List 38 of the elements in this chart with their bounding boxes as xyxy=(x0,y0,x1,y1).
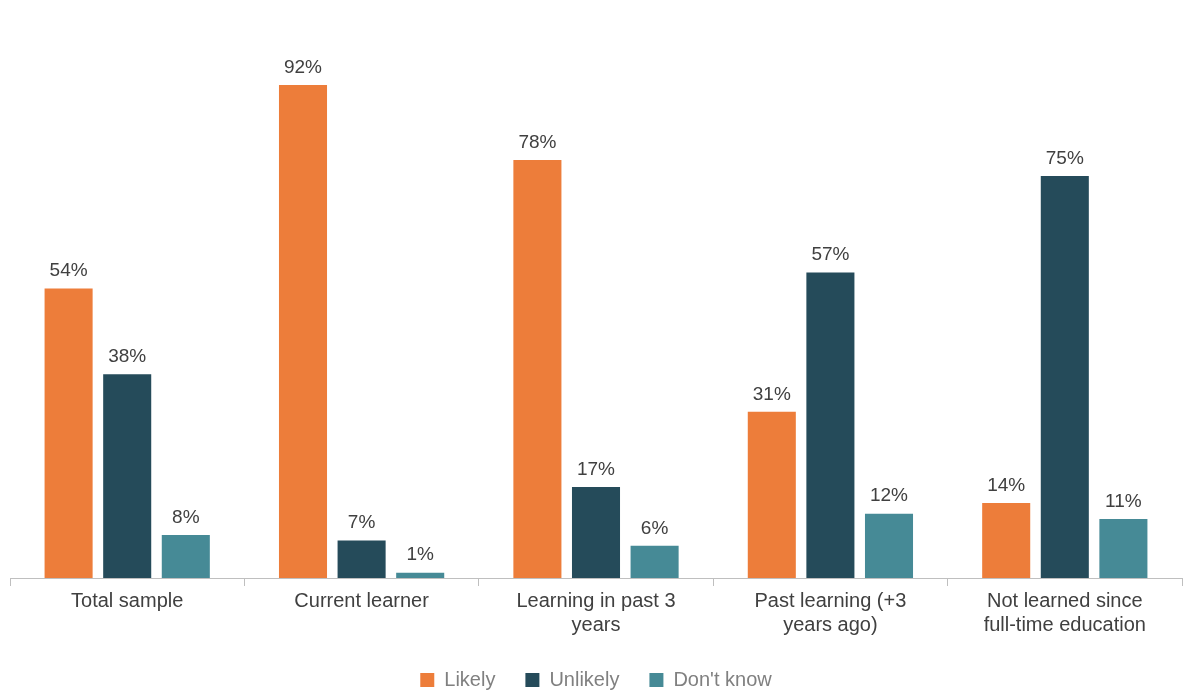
x-tick-label: Current learner xyxy=(294,588,430,611)
bar xyxy=(1099,519,1148,578)
bar xyxy=(513,159,562,578)
bar xyxy=(747,411,796,578)
data-label: 78% xyxy=(518,130,557,152)
data-label: 14% xyxy=(987,473,1026,495)
data-label: 38% xyxy=(108,345,147,367)
x-tick-label: Past learning (+3 years ago) xyxy=(754,588,907,635)
bar xyxy=(1040,176,1089,578)
legend-label: Likely xyxy=(444,667,496,690)
x-tick-label: Total sample xyxy=(71,588,184,611)
data-label: 54% xyxy=(49,259,88,281)
x-tick-label: Not learned since full-time education xyxy=(983,588,1146,635)
data-label: 8% xyxy=(172,505,200,527)
bar xyxy=(103,374,152,578)
data-label: 75% xyxy=(1045,146,1084,168)
bar xyxy=(161,535,210,578)
bar xyxy=(982,502,1031,578)
data-label: 1% xyxy=(406,543,435,565)
bar xyxy=(571,486,621,578)
data-label: 7% xyxy=(347,511,376,533)
x-tick-label: Learning in past 3 years xyxy=(516,588,676,635)
data-label: 6% xyxy=(640,516,669,538)
data-label: 12% xyxy=(869,484,909,506)
bar xyxy=(630,545,679,578)
data-label: 11% xyxy=(1105,489,1142,511)
bar xyxy=(806,272,855,578)
bar xyxy=(396,572,445,578)
legend-label: Don't know xyxy=(673,667,773,690)
data-label: 57% xyxy=(811,243,850,265)
bar xyxy=(278,84,328,578)
bar xyxy=(864,513,914,578)
legend-label: Unlikely xyxy=(549,667,620,690)
bar xyxy=(44,288,93,578)
data-label: 17% xyxy=(576,457,616,479)
data-label: 31% xyxy=(752,382,791,404)
bar xyxy=(337,540,386,578)
data-label: 92% xyxy=(283,55,323,77)
